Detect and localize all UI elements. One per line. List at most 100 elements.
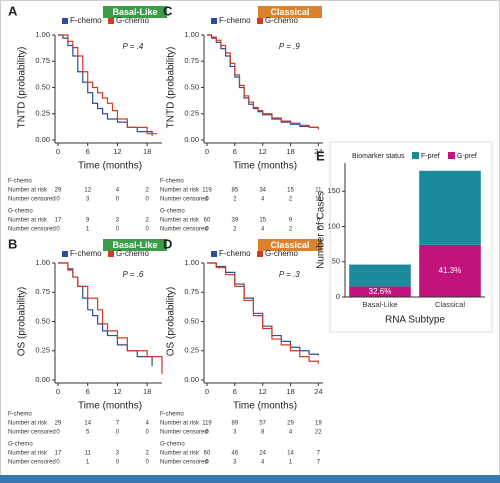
risk-value: 17 [55, 218, 62, 224]
legend-swatch [62, 18, 68, 24]
survival-curve [207, 34, 319, 130]
risk-value: 0 [116, 460, 120, 466]
x-tick-label: 0 [56, 147, 60, 156]
legend-label: G-chemo [265, 16, 298, 25]
bar-segment [349, 286, 411, 297]
risk-value: 0 [205, 197, 209, 203]
banner [103, 6, 167, 18]
risk-value: 0 [145, 227, 149, 233]
y-tick-label: 0.25 [184, 109, 199, 118]
segment-label: 32.6% [369, 287, 392, 296]
y-tick-label: 50 [332, 257, 340, 266]
legend-label: F-pref [421, 153, 440, 160]
legend-swatch [257, 251, 263, 257]
risk-value: 11 [85, 451, 92, 457]
risk-value: 29 [55, 188, 62, 194]
y-tick-label: 150 [327, 186, 340, 195]
footer-bar [0, 475, 500, 483]
legend-label: F-chemo [219, 249, 251, 258]
risk-value: 4 [145, 421, 149, 427]
risk-value: 3 [116, 451, 120, 457]
legend-swatch [412, 152, 419, 159]
risk-value: 5 [86, 430, 90, 436]
y-tick-label: 0.00 [35, 135, 50, 144]
risk-value: 3 [233, 430, 237, 436]
risk-value: 85 [231, 188, 238, 194]
legend-swatch [211, 251, 217, 257]
x-tick-label: 18 [286, 387, 294, 396]
risk-value: 0 [205, 460, 209, 466]
risk-value: 60 [204, 218, 211, 224]
legend-label: F-chemo [70, 249, 102, 258]
survival-curve [58, 262, 163, 375]
y-tick-label: 0.00 [35, 375, 50, 384]
risk-value: 12 [84, 188, 91, 194]
legend-label: G-chemo [116, 249, 149, 258]
p-value: P = .4 [122, 42, 143, 51]
banner [258, 239, 322, 251]
x-tick-label: 0 [205, 387, 209, 396]
y-tick-label: 0 [336, 292, 340, 301]
risk-row-label: Number censored [160, 227, 208, 233]
risk-value: 15 [259, 218, 266, 224]
banner-label: Classical [270, 240, 309, 250]
y-tick-label: 0.75 [184, 56, 199, 65]
risk-value: 15 [287, 188, 294, 194]
risk-row-label: Number at risk [160, 451, 200, 457]
y-tick-label: 0.00 [184, 135, 199, 144]
legend-swatch [108, 18, 114, 24]
banner-label: Basal-Like [112, 7, 157, 17]
risk-row-label: Number censored [160, 197, 208, 203]
risk-group: F-chemo [8, 412, 32, 418]
y-tick-label: 0.50 [35, 316, 50, 325]
risk-value: 0 [56, 460, 60, 466]
y-tick-label: 0.75 [184, 287, 199, 296]
x-tick-label: 6 [86, 147, 90, 156]
risk-group: G-chemo [160, 209, 185, 215]
risk-row-label: Number at risk [8, 421, 48, 427]
risk-value: 119 [202, 421, 212, 427]
p-value: P = .3 [279, 270, 300, 279]
risk-value: 11 [315, 197, 322, 203]
risk-value: 4 [261, 197, 265, 203]
risk-row-label: Number censored [8, 227, 56, 233]
y-tick-label: 1.00 [35, 30, 50, 39]
y-tick-label: 1.00 [184, 30, 199, 39]
risk-value: 0 [205, 227, 209, 233]
y-tick-label: 1.00 [184, 258, 199, 267]
legend-swatch [62, 251, 68, 257]
y-tick-label: 0.25 [35, 346, 50, 355]
risk-value: 7 [317, 451, 321, 457]
x-tick-label: 12 [259, 387, 267, 396]
risk-value: 14 [84, 421, 91, 427]
x-tick-label: 6 [233, 387, 237, 396]
legend-label: F-chemo [219, 16, 251, 25]
y-tick-label: 0.00 [184, 375, 199, 384]
risk-group: G-chemo [8, 442, 33, 448]
risk-value: 2 [145, 188, 149, 194]
risk-row-label: Number at risk [160, 421, 200, 427]
risk-value: 24 [259, 451, 266, 457]
y-tick-label: 0.75 [35, 56, 50, 65]
risk-value: 34 [259, 188, 266, 194]
banner [258, 6, 322, 18]
panel-letter: A [8, 3, 18, 18]
y-axis-label: OS (probability) [166, 287, 177, 356]
x-tick-label: 18 [143, 387, 151, 396]
x-tick-label: 0 [56, 387, 60, 396]
risk-value: 7 [317, 460, 321, 466]
x-axis-label: RNA Subtype [385, 315, 445, 326]
risk-row-label: Number at risk [8, 451, 48, 457]
bar-segment [419, 244, 481, 297]
p-value: P = .9 [279, 42, 300, 51]
x-tick-label: 24 [314, 387, 322, 396]
x-axis-label: Time (months) [78, 401, 142, 412]
legend-swatch [448, 152, 455, 159]
banner-label: Basal-Like [112, 240, 157, 250]
risk-value: 119 [202, 188, 212, 194]
risk-row-label: Number at risk [160, 188, 200, 194]
risk-value: 2 [289, 227, 293, 233]
y-tick-label: 0.50 [184, 82, 199, 91]
legend-swatch [108, 251, 114, 257]
